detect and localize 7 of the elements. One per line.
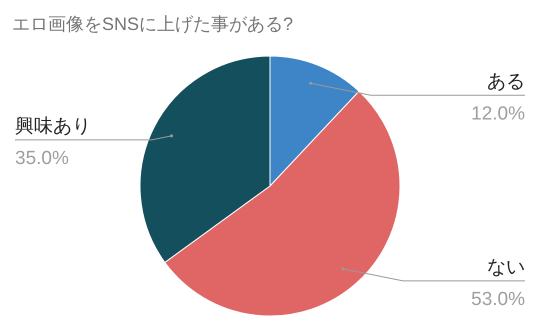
- chart-title: エロ画像をSNSに上げた事がある?: [12, 14, 294, 34]
- slice-label: ない: [487, 256, 525, 278]
- slice-label: ある: [487, 71, 525, 92]
- slice-label: 興味あり: [15, 116, 91, 137]
- data-label: 35.0%: [15, 148, 69, 169]
- data-label: 53.0%: [471, 288, 526, 310]
- data-label: 12.0%: [471, 103, 526, 124]
